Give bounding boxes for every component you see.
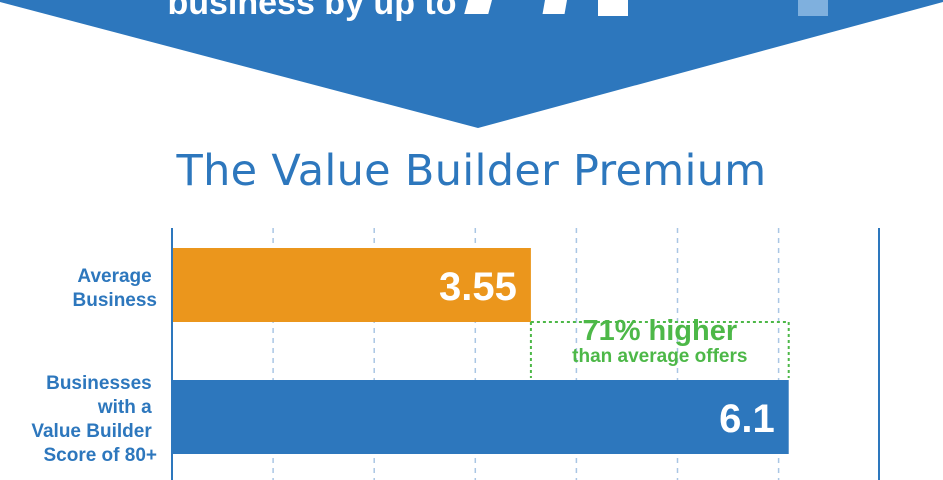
- bar-chart: 3.55 6.1 Average Business Businesses wit…: [31, 228, 880, 480]
- category-label-average-business: Average Business: [73, 266, 157, 311]
- banner-square-decor: [798, 0, 828, 16]
- chart-title: The Value Builder Premium: [176, 146, 767, 196]
- annotation-sub-text: than average offers: [572, 346, 747, 367]
- bar-value-builder-80: [173, 380, 789, 454]
- banner-figure-glyph: [464, 0, 492, 14]
- banner-figure-glyph: [598, 0, 628, 16]
- category-label-line: Businesses: [46, 373, 152, 394]
- header-banner: business by up to: [0, 0, 943, 128]
- category-label-line: Business: [73, 290, 157, 311]
- banner-figure-glyph: [542, 0, 567, 14]
- bar-value-label: 3.55: [439, 265, 517, 309]
- bar-average-business: [173, 248, 531, 322]
- category-label-line: Average: [77, 266, 151, 287]
- category-label-line: Score of 80+: [43, 445, 157, 466]
- annotation-main-text: 71% higher: [582, 315, 737, 347]
- bar-value-label: 6.1: [719, 397, 775, 441]
- category-label-value-builder-80: Businesses with a Value Builder Score of…: [31, 373, 157, 466]
- banner-arrow-shape: [0, 0, 943, 128]
- category-label-line: Value Builder: [31, 421, 152, 442]
- category-label-line: with a: [97, 397, 152, 418]
- difference-annotation: 71% higher than average offers: [529, 315, 790, 378]
- banner-text: business by up to: [167, 0, 456, 22]
